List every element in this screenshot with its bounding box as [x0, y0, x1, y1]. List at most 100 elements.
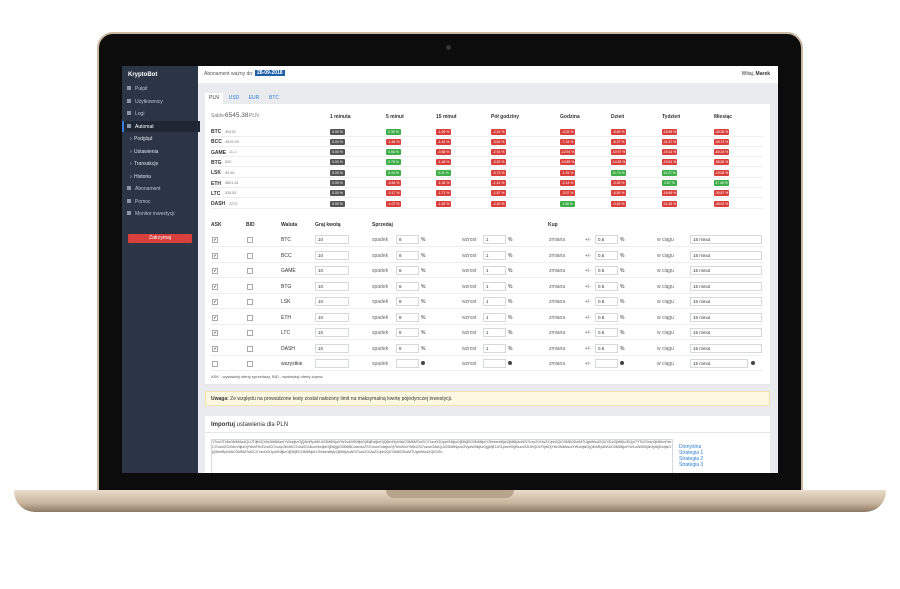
drop-input[interactable] — [396, 359, 419, 368]
plusminus-label: +/- — [585, 345, 591, 352]
rise-input[interactable] — [483, 359, 506, 368]
change-badge: -35.35 % — [714, 128, 729, 135]
change-badge: 2.87 % — [662, 180, 677, 186]
percent-label: % — [508, 283, 513, 290]
change-input[interactable]: 0.5 — [595, 297, 618, 306]
period-select[interactable]: 15 minut — [690, 281, 762, 291]
bid-checkbox[interactable] — [247, 268, 253, 274]
submenu-item[interactable]: Ustawienia — [134, 148, 159, 155]
amount-input[interactable]: 10 — [315, 312, 349, 322]
menu-item[interactable]: Pomoc — [135, 198, 151, 205]
percent-label: % — [620, 268, 625, 274]
currency-name: DASH — [211, 201, 226, 208]
period-select[interactable]: 15 minut — [690, 266, 762, 275]
rise-input[interactable]: 1 — [483, 235, 506, 244]
amount-input[interactable]: 10 — [315, 328, 349, 337]
amount-input[interactable]: 10 — [315, 297, 349, 306]
tab[interactable]: PLN — [205, 93, 223, 104]
bid-checkbox[interactable] — [247, 345, 253, 352]
rise-input[interactable]: 1 — [483, 343, 506, 353]
plusminus-label: +/- — [585, 283, 591, 290]
drop-input[interactable]: 8 — [396, 343, 419, 353]
drop-input[interactable]: 8 — [396, 328, 419, 337]
period-select[interactable]: 15 minut — [690, 235, 762, 244]
ask-checkbox[interactable]: ✔ — [212, 283, 218, 290]
stop-button[interactable]: Zatrzymaj — [128, 234, 192, 243]
ask-checkbox[interactable]: ✔ — [212, 299, 218, 305]
ask-checkbox[interactable]: ✔ — [212, 345, 218, 352]
currency: LSK — [281, 299, 291, 305]
percent-label: % — [421, 299, 426, 305]
ask-checkbox[interactable]: ✔ — [212, 237, 218, 243]
menu-item[interactable]: Abonament — [135, 186, 161, 192]
period-select[interactable]: 15 minut — [690, 328, 762, 337]
period-select[interactable]: 15 minut — [690, 250, 762, 260]
submenu-item[interactable]: Historia — [134, 173, 151, 180]
drop-input[interactable]: 8 — [396, 266, 419, 275]
ask-checkbox[interactable] — [212, 361, 218, 367]
rise-input[interactable]: 1 — [483, 266, 506, 275]
strategy-link[interactable]: Strategia 1 — [679, 450, 704, 456]
period-select[interactable]: 15 minut — [690, 297, 762, 306]
rise-input[interactable]: 1 — [483, 328, 506, 337]
menu-item[interactable]: Logi — [135, 111, 145, 117]
change-input[interactable]: 0.5 — [595, 250, 618, 260]
drop-input[interactable]: 8 — [396, 297, 419, 306]
ask-checkbox[interactable]: ✔ — [212, 314, 218, 321]
strategy-link[interactable]: Strategia 3 — [679, 462, 704, 468]
menu-item[interactable]: Użytkownicy — [135, 98, 163, 105]
change-input[interactable] — [595, 359, 618, 368]
bid-checkbox[interactable] — [247, 299, 253, 305]
menu-item[interactable]: Automat — [135, 123, 154, 130]
change-input[interactable]: 0.5 — [595, 235, 618, 244]
bid-checkbox[interactable] — [247, 330, 253, 336]
change-input[interactable]: 0.5 — [595, 281, 618, 291]
menu-item[interactable]: Monitor inwestycji — [135, 211, 175, 217]
change-badge: 0.00 % — [330, 190, 345, 197]
tab[interactable]: EUR — [248, 95, 260, 101]
change-input[interactable]: 0.5 — [595, 343, 618, 353]
ask-checkbox[interactable]: ✔ — [212, 268, 218, 274]
bid-checkbox[interactable] — [247, 361, 253, 367]
period-select[interactable]: 15 minut — [690, 359, 748, 368]
warning: Uwaga: Ze względu na prowadzone testy zo… — [205, 391, 770, 406]
import-code[interactable]: YToxOTk6e3M6MzoiQUJTIjthOjY6e3M6MzoiYWxs… — [211, 439, 673, 473]
percent-label: % — [421, 268, 426, 274]
rise-input[interactable]: 1 — [483, 297, 506, 306]
bid-checkbox[interactable] — [247, 237, 253, 243]
drop-input[interactable]: 8 — [396, 250, 419, 260]
submenu-item[interactable]: Transakcje — [134, 161, 159, 167]
rise-input[interactable]: 1 — [483, 312, 506, 322]
ask-checkbox[interactable]: ✔ — [212, 330, 218, 336]
change-badge: 0.00 % — [330, 149, 345, 156]
drop-input[interactable]: 8 — [396, 312, 419, 322]
tab[interactable]: BTC — [269, 95, 279, 101]
rise-input[interactable]: 1 — [483, 281, 506, 291]
period-select[interactable]: 15 minut — [690, 312, 762, 322]
amount-input[interactable]: 10 — [315, 250, 349, 260]
amount-input[interactable]: 10 — [315, 343, 349, 353]
strategy-link[interactable]: Domyślna — [679, 444, 702, 450]
change-input[interactable]: 0.5 — [595, 312, 618, 322]
tab[interactable]: USD — [228, 95, 240, 101]
change-input[interactable]: 0.5 — [595, 266, 618, 275]
currency-price: 328.81 — [225, 191, 237, 196]
change-input[interactable]: 0.5 — [595, 328, 618, 337]
bid-checkbox[interactable] — [247, 252, 253, 259]
amount-input[interactable]: 10 — [315, 266, 349, 275]
user-name[interactable]: Marek — [755, 71, 770, 77]
amount-input[interactable]: 10 — [315, 281, 349, 291]
bid-checkbox[interactable] — [247, 283, 253, 290]
rise-input[interactable]: 1 — [483, 250, 506, 260]
period-select[interactable]: 15 minut — [690, 343, 762, 353]
strategy-link[interactable]: Strategia 2 — [679, 456, 704, 462]
drop-input[interactable]: 8 — [396, 281, 419, 291]
bid-checkbox[interactable] — [247, 314, 253, 321]
amount-input[interactable]: 10 — [315, 235, 349, 244]
menu-item[interactable]: Pulpit — [135, 86, 148, 92]
change-badge: -0.73 % — [491, 169, 506, 176]
amount-input[interactable] — [315, 359, 349, 368]
ask-checkbox[interactable]: ✔ — [212, 252, 218, 259]
submenu-item[interactable]: Podgląd — [134, 136, 153, 142]
drop-input[interactable]: 8 — [396, 235, 419, 244]
